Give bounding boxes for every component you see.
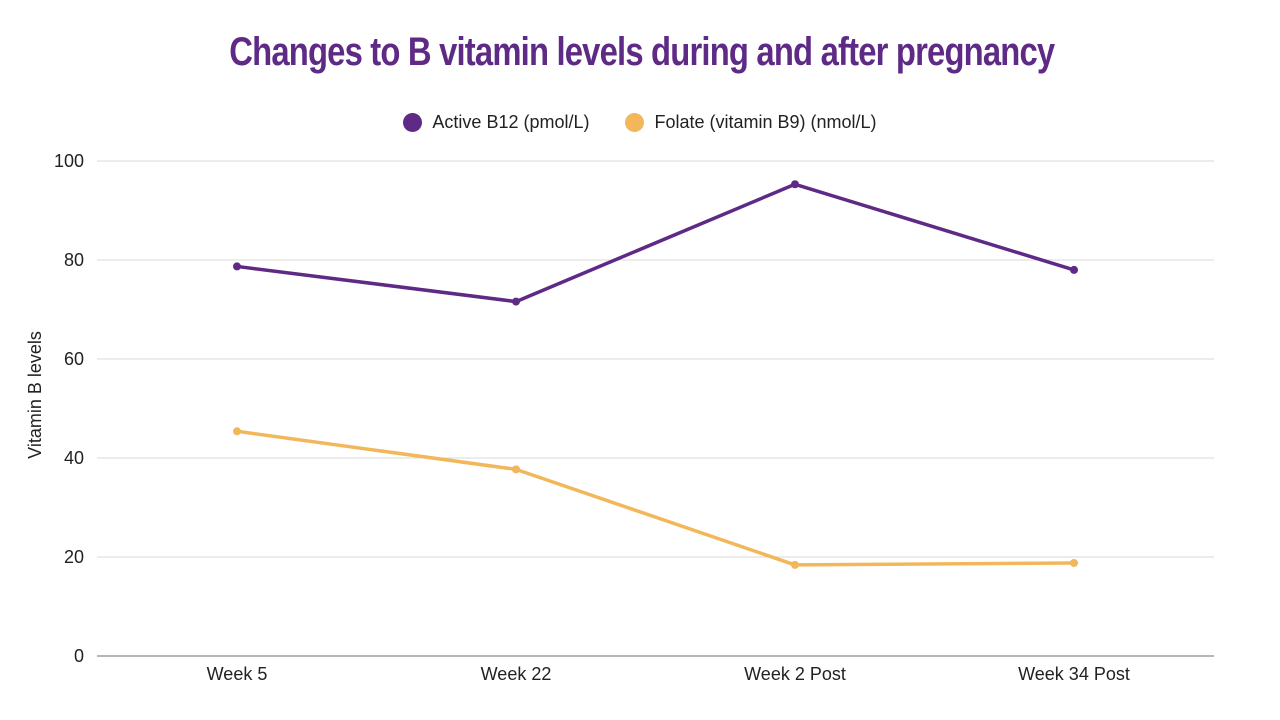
y-tick-labels: 0 20 40 60 80 100 <box>54 151 84 666</box>
gridlines <box>97 160 1214 657</box>
y-axis-title: Vitamin B levels <box>25 331 45 459</box>
x-tick-1: Week 22 <box>481 664 552 684</box>
legend-item-b12[interactable]: Active B12 (pmol/L) <box>403 112 589 133</box>
series-lines <box>233 180 1078 569</box>
data-point-1-1[interactable] <box>512 465 520 474</box>
y-tick-0: 0 <box>74 646 84 666</box>
x-tick-labels: Week 5 Week 22 Week 2 Post Week 34 Post <box>207 664 1130 684</box>
data-point-0-1[interactable] <box>512 297 520 306</box>
series-line-1 <box>235 429 1076 567</box>
data-point-1-3[interactable] <box>1070 558 1078 567</box>
series-line-0 <box>235 182 1076 304</box>
data-point-0-3[interactable] <box>1070 265 1078 274</box>
x-tick-2: Week 2 Post <box>744 664 846 684</box>
legend-item-folate[interactable]: Folate (vitamin B9) (nmol/L) <box>625 112 877 133</box>
legend-swatch-b12 <box>403 113 423 132</box>
data-point-1-2[interactable] <box>791 560 799 569</box>
legend-swatch-folate <box>625 113 645 132</box>
legend-label-b12: Active B12 (pmol/L) <box>432 112 590 132</box>
x-tick-3: Week 34 Post <box>1018 664 1130 684</box>
chart-legend: Active B12 (pmol/L) Folate (vitamin B9) … <box>0 112 1280 133</box>
x-tick-0: Week 5 <box>207 664 268 684</box>
legend-label-folate: Folate (vitamin B9) (nmol/L) <box>654 112 877 132</box>
y-tick-80: 80 <box>64 250 84 270</box>
chart-title: Changes to B vitamin levels during and a… <box>229 30 1055 74</box>
data-point-0-0[interactable] <box>233 262 241 271</box>
data-point-0-2[interactable] <box>791 180 799 189</box>
y-tick-40: 40 <box>64 448 84 468</box>
y-tick-100: 100 <box>54 151 84 171</box>
y-tick-60: 60 <box>64 349 84 369</box>
data-point-1-0[interactable] <box>233 427 241 436</box>
y-tick-20: 20 <box>64 547 84 567</box>
